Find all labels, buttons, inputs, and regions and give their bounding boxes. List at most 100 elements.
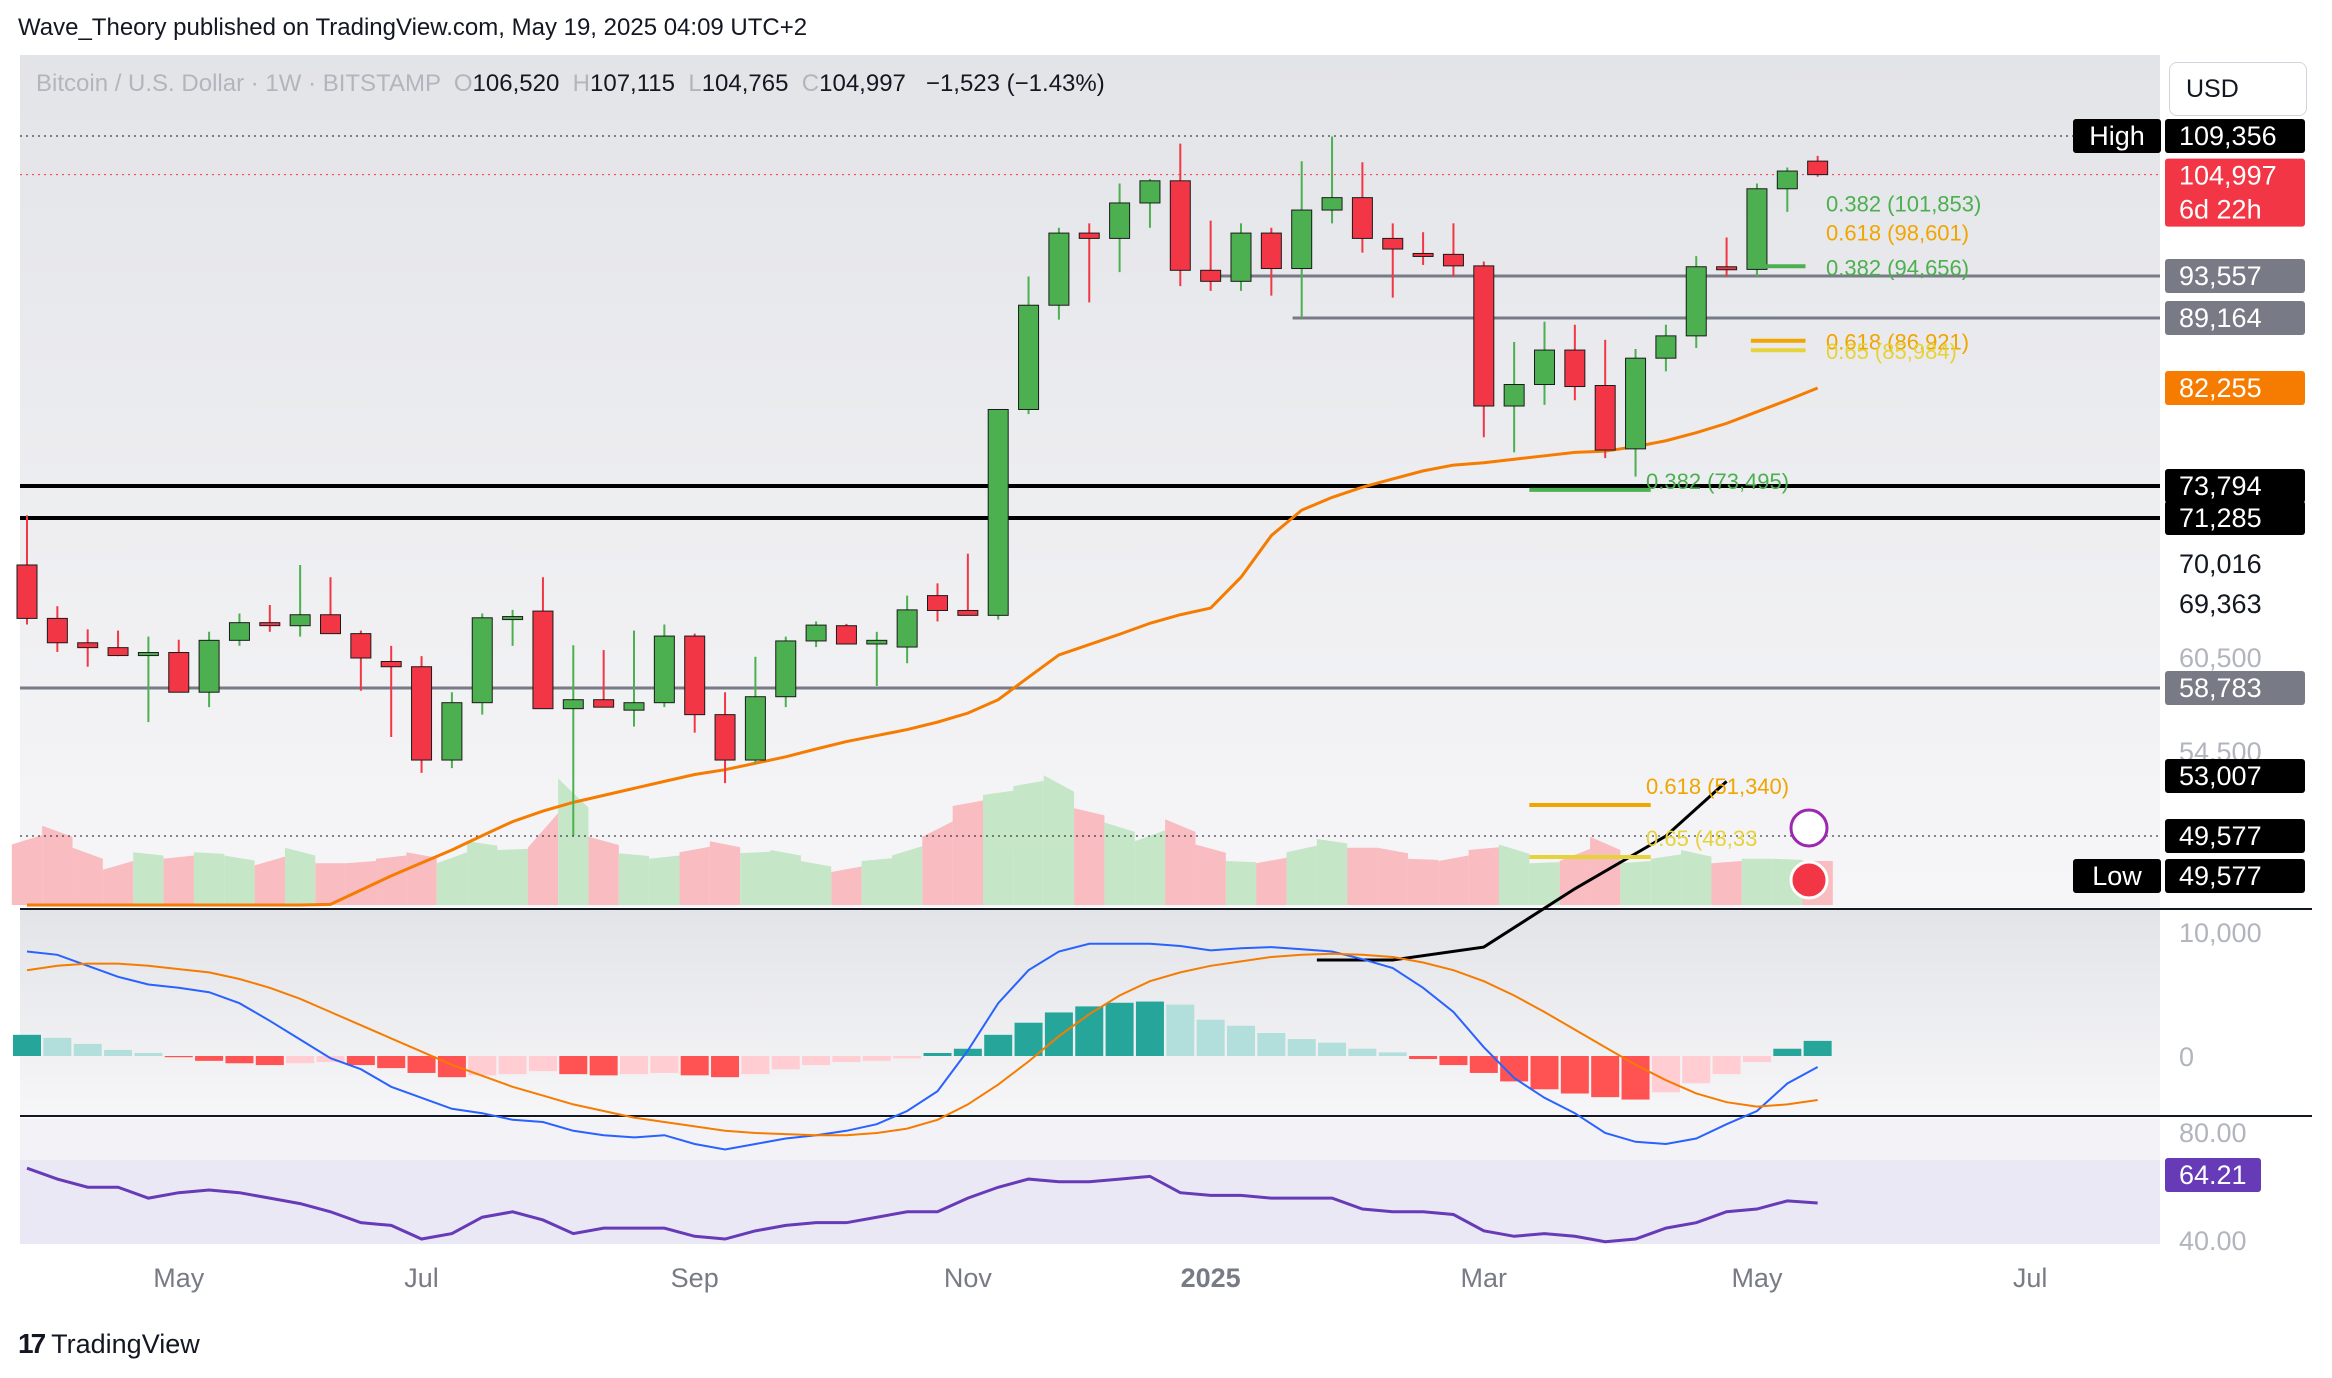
- high-label: H: [572, 70, 590, 97]
- price-axis-label: 93,557: [2179, 261, 2262, 291]
- candle-body: [866, 639, 888, 645]
- price-axis-label: 49,577: [2179, 821, 2262, 851]
- volume-area-segment: [224, 855, 255, 905]
- macd-histogram-bar: [225, 1056, 254, 1064]
- price-axis-label: 109,356: [2179, 121, 2277, 151]
- macd-histogram-bar: [286, 1056, 315, 1064]
- candle-body: [1716, 266, 1738, 271]
- rsi-axis-label: 80.00: [2179, 1118, 2247, 1148]
- volume-area-segment: [831, 866, 862, 905]
- volume-area-segment: [436, 852, 468, 905]
- volume-area-segment: [1468, 847, 1499, 905]
- price-tag-bg: [2073, 119, 2161, 153]
- currency-button[interactable]: USD: [2169, 62, 2307, 116]
- macd-histogram-bar: [1378, 1052, 1407, 1056]
- candle-body: [350, 633, 372, 659]
- candle-body: [927, 595, 948, 611]
- candle-body: [137, 652, 159, 657]
- symbol-ohlc-legend: Bitcoin / U.S. Dollar · 1W · BITSTAMP O1…: [36, 70, 1105, 98]
- candle-body: [775, 640, 797, 698]
- candle-body: [46, 617, 68, 644]
- macd-histogram-bar: [134, 1052, 163, 1056]
- low-value: 104,765: [701, 70, 789, 97]
- macd-histogram-bar: [468, 1056, 497, 1076]
- price-axis-label: 73,794: [2179, 471, 2262, 501]
- volume-area-segment: [588, 836, 619, 905]
- time-axis-label: Sep: [671, 1263, 719, 1293]
- fib-level-label: 0.382 (94,656): [1826, 255, 1969, 280]
- volume-area-segment: [254, 856, 285, 905]
- volume-area-segment: [952, 800, 984, 905]
- candle-body: [198, 639, 220, 693]
- candle-body: [1625, 357, 1647, 450]
- macd-histogram-bar: [195, 1056, 224, 1061]
- volume-area-segment: [1377, 847, 1408, 905]
- volume-area-segment: [193, 852, 225, 905]
- rsi-axis-label: 40.00: [2179, 1226, 2247, 1256]
- volume-area-segment: [11, 835, 43, 905]
- candle-body: [1564, 349, 1586, 388]
- price-axis-label: 89,164: [2179, 303, 2262, 333]
- rsi-band: [20, 1160, 2160, 1244]
- tradingview-brand-text: TradingView: [51, 1328, 200, 1359]
- high-value: 107,115: [590, 70, 675, 97]
- volume-area-segment: [1347, 847, 1378, 905]
- macd-axis-label: 10,000: [2179, 918, 2262, 948]
- macd-histogram-bar: [164, 1056, 193, 1058]
- open-value: 106,520: [472, 70, 560, 97]
- macd-histogram-bar: [1530, 1056, 1559, 1090]
- volume-area-segment: [1074, 808, 1105, 905]
- candle-body: [1442, 253, 1464, 267]
- candle-body: [744, 696, 766, 761]
- volume-area-segment: [649, 855, 680, 905]
- fib-level-label: 0.382 (73,495): [1646, 469, 1789, 494]
- candle-body: [1655, 335, 1677, 359]
- macd-histogram-bar: [73, 1043, 102, 1056]
- candle-body: [593, 699, 615, 708]
- ema-50-line: [27, 386, 1819, 907]
- candle-body: [380, 660, 402, 668]
- candle-body: [1078, 232, 1100, 239]
- volume-area-segment: [1256, 857, 1287, 905]
- fib-level-label: 0.618 (86,921): [1826, 330, 1969, 355]
- macd-histogram-bar: [620, 1056, 648, 1075]
- volume-area-segment: [1165, 819, 1196, 905]
- macd-histogram-bar: [1105, 1002, 1134, 1056]
- volume-area-segment: [1650, 854, 1682, 905]
- price-tag-label: High: [2089, 121, 2145, 151]
- price-axis-label: 69,363: [2179, 589, 2262, 619]
- macd-histogram-bar: [832, 1056, 861, 1063]
- candle-body: [1291, 209, 1313, 270]
- volume-area-segment: [679, 846, 710, 905]
- macd-histogram-bar: [1166, 1004, 1195, 1056]
- symbol-name: Bitcoin / U.S. Dollar · 1W · BITSTAMP: [36, 70, 441, 97]
- volume-area-segment: [891, 846, 923, 905]
- candle-body: [411, 666, 433, 761]
- macd-histogram-bar: [1409, 1056, 1438, 1060]
- macd-histogram-bar: [346, 1056, 375, 1066]
- volume-area-segment: [42, 825, 73, 905]
- macd-histogram-bar: [1682, 1056, 1711, 1084]
- volume-area-segment: [315, 863, 346, 905]
- volume-area-segment: [618, 853, 650, 905]
- volume-area-segment: [1407, 858, 1439, 905]
- price-axis-label-bg: [2165, 371, 2305, 405]
- price-axis-label-bg: [2165, 158, 2305, 227]
- candle-body: [623, 702, 645, 711]
- macd-histogram-bar: [741, 1056, 770, 1075]
- price-axis-label-bg: [2165, 259, 2305, 293]
- volume-area-segment: [770, 850, 801, 905]
- macd-histogram-bar: [1257, 1033, 1286, 1056]
- rsi-value-label: 64.21: [2179, 1160, 2247, 1190]
- volume-area-segment: [1104, 822, 1135, 905]
- published-by-line: Wave_Theory published on TradingView.com…: [18, 14, 808, 41]
- candle-body: [1230, 232, 1252, 282]
- volume-area-segment: [133, 852, 164, 905]
- volume-area-segment: [1195, 844, 1226, 905]
- macd-histogram-bar: [1196, 1019, 1225, 1056]
- candle-body: [1200, 269, 1222, 282]
- price-tag-label: Low: [2092, 861, 2142, 891]
- candle-body: [1139, 180, 1161, 204]
